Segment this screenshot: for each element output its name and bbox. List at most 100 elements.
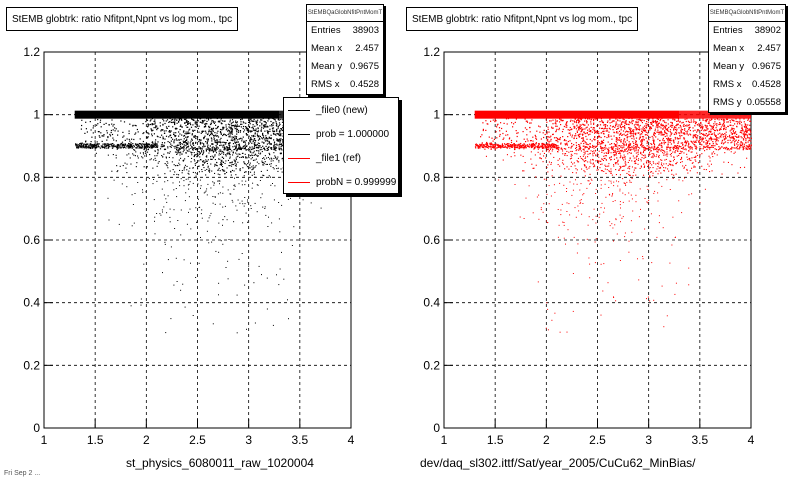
data-point (261, 141, 263, 143)
data-point (280, 128, 282, 130)
data-point (118, 223, 120, 225)
data-point (611, 121, 613, 123)
data-point (204, 126, 206, 128)
data-point (658, 133, 660, 135)
data-point (256, 133, 258, 135)
data-point (244, 148, 246, 150)
data-point (653, 140, 655, 142)
data-point (251, 148, 253, 150)
data-point (84, 132, 86, 134)
data-point (668, 139, 670, 141)
data-point (722, 134, 725, 136)
data-point (186, 136, 188, 138)
data-point (628, 143, 630, 145)
data-point (487, 147, 489, 149)
data-point (250, 148, 252, 150)
data-point (653, 132, 655, 134)
data-point (239, 130, 242, 132)
data-point (197, 153, 199, 155)
data-point (250, 150, 252, 152)
data-point (520, 142, 522, 145)
data-point (511, 122, 513, 124)
data-point (739, 120, 741, 122)
data-point (141, 156, 143, 158)
data-point (198, 165, 200, 167)
data-point (743, 118, 745, 120)
data-point (481, 134, 483, 136)
data-point (249, 120, 251, 123)
data-point (647, 123, 649, 125)
data-point (197, 183, 199, 185)
data-point (671, 126, 673, 128)
data-point (719, 128, 721, 130)
data-point (210, 132, 212, 134)
data-point (709, 143, 711, 145)
data-point (713, 138, 715, 140)
data-point (192, 182, 194, 184)
data-point (197, 168, 199, 170)
data-point (701, 140, 703, 142)
data-point (736, 148, 738, 150)
data-point (487, 123, 489, 125)
data-point (639, 128, 641, 130)
x-tick-label: 1 (41, 433, 48, 447)
data-point (722, 143, 724, 145)
data-point (208, 168, 210, 170)
data-point (696, 137, 698, 139)
data-point (219, 139, 221, 141)
data-point (119, 165, 121, 167)
data-point (556, 137, 558, 139)
data-point (530, 145, 532, 147)
data-point (276, 143, 278, 145)
data-point (222, 224, 223, 226)
data-point (618, 139, 620, 141)
data-point (584, 132, 586, 135)
data-point (212, 202, 214, 204)
data-point (211, 127, 213, 130)
data-point (666, 129, 668, 131)
data-point (174, 139, 176, 141)
data-point (184, 140, 186, 143)
data-point (546, 131, 548, 133)
data-point (258, 142, 260, 145)
data-point (226, 171, 228, 173)
data-point (572, 120, 574, 122)
data-point (595, 131, 598, 133)
data-point (236, 209, 238, 211)
data-point (76, 147, 78, 149)
data-point (273, 168, 275, 170)
data-point (633, 129, 635, 131)
data-point (164, 243, 166, 245)
data-point (695, 148, 697, 150)
data-point (525, 144, 527, 146)
data-point (624, 134, 626, 137)
legend-entry: _file1 (ref) (284, 146, 398, 170)
data-point (666, 135, 668, 137)
data-point (672, 119, 674, 121)
data-point (281, 129, 284, 132)
data-point (150, 158, 152, 160)
data-point (636, 119, 638, 121)
data-point (617, 132, 619, 134)
data-point (552, 127, 554, 129)
data-point (218, 222, 220, 224)
data-point (211, 158, 213, 160)
data-point (664, 127, 667, 129)
data-point (93, 143, 95, 145)
data-point (482, 129, 484, 132)
data-point (191, 146, 193, 148)
data-point (95, 146, 97, 148)
data-point (683, 125, 685, 127)
data-point (518, 145, 520, 147)
data-point (248, 135, 250, 137)
data-point (483, 146, 485, 148)
data-point (510, 145, 512, 147)
data-point (688, 144, 690, 146)
data-point (151, 135, 153, 137)
data-point (744, 134, 746, 136)
data-point (701, 126, 703, 128)
data-point (633, 124, 636, 126)
data-point (659, 132, 661, 134)
data-point (145, 146, 147, 148)
data-point (240, 147, 242, 149)
